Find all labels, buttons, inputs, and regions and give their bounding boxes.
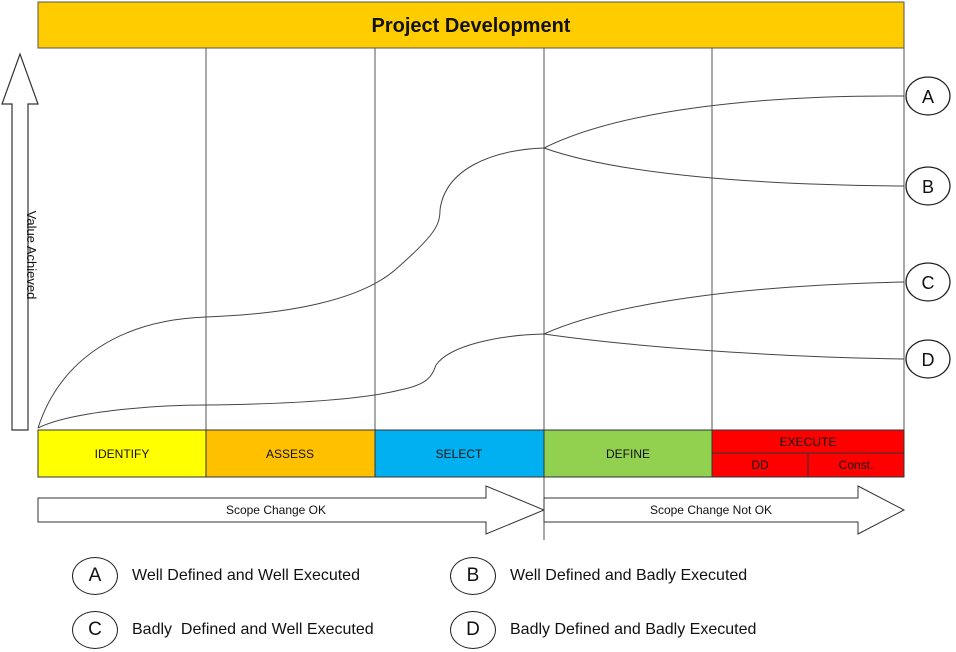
phase-bar	[37, 429, 905, 478]
legend-key-d: D	[450, 611, 496, 649]
legend-key-c: C	[72, 611, 118, 649]
phase-select-label: SELECT	[436, 447, 483, 461]
curve-marker-b-label: B	[922, 177, 934, 197]
legend-text-b: Well Defined and Badly Executed	[510, 567, 748, 584]
legend-text-a: Well Defined and Well Executed	[132, 567, 360, 584]
legend-item-d: D Badly Defined and Badly Executed	[450, 611, 756, 649]
scope-change-not-ok-label: Scope Change Not OK	[650, 503, 772, 517]
phase-dividers	[205, 48, 905, 540]
value-curves	[37, 95, 905, 429]
curve-d	[543, 333, 905, 360]
legend-text-d: Badly Defined and Badly Executed	[510, 621, 757, 638]
phase-select-box	[374, 429, 545, 478]
title-bar	[37, 1, 905, 49]
lower-trunk-curve	[37, 333, 545, 429]
legend-key-a: A	[72, 557, 118, 595]
phase-define-label: DEFINE	[606, 447, 650, 461]
curve-marker-d-label: D	[922, 350, 935, 370]
legend-text-c: Badly Defined and Well Executed	[132, 621, 374, 638]
curve-c	[543, 281, 905, 335]
phase-execute-label: EXECUTE	[780, 435, 837, 449]
phase-identify-box	[37, 429, 207, 478]
scope-change-not-ok-arrow	[543, 485, 906, 535]
phase-execute-const-label: Const.	[839, 458, 874, 472]
phase-execute-dd-label: DD	[751, 458, 769, 472]
curve-b	[543, 147, 905, 187]
page-title: Project Development	[372, 15, 571, 37]
curve-marker-c: C	[905, 262, 951, 302]
scope-change-ok-arrow	[37, 485, 546, 535]
phase-define-box	[543, 429, 713, 478]
y-axis-label: Value Achieved	[24, 211, 39, 300]
legend-item-a: A Well Defined and Well Executed	[72, 557, 360, 595]
scope-change-ok-label: Scope Change OK	[226, 503, 326, 517]
upper-trunk-curve	[37, 147, 545, 429]
phase-assess-label: ASSESS	[266, 447, 314, 461]
curve-a	[543, 95, 905, 149]
phase-labels: IDENTIFY ASSESS SELECT DEFINE EXECUTE DD…	[95, 435, 874, 472]
legend-key-b: B	[450, 557, 496, 595]
value-axis-arrow	[1, 52, 39, 431]
phase-identify-label: IDENTIFY	[95, 447, 150, 461]
legend-item-c: C Badly Defined and Well Executed	[72, 611, 374, 649]
curve-marker-c-label: C	[922, 273, 935, 293]
curve-marker-d: D	[905, 339, 951, 379]
legend-item-b: B Well Defined and Badly Executed	[450, 557, 747, 595]
curve-marker-a: A	[905, 76, 951, 116]
curve-marker-a-label: A	[922, 87, 934, 107]
curve-marker-b: B	[905, 166, 951, 206]
